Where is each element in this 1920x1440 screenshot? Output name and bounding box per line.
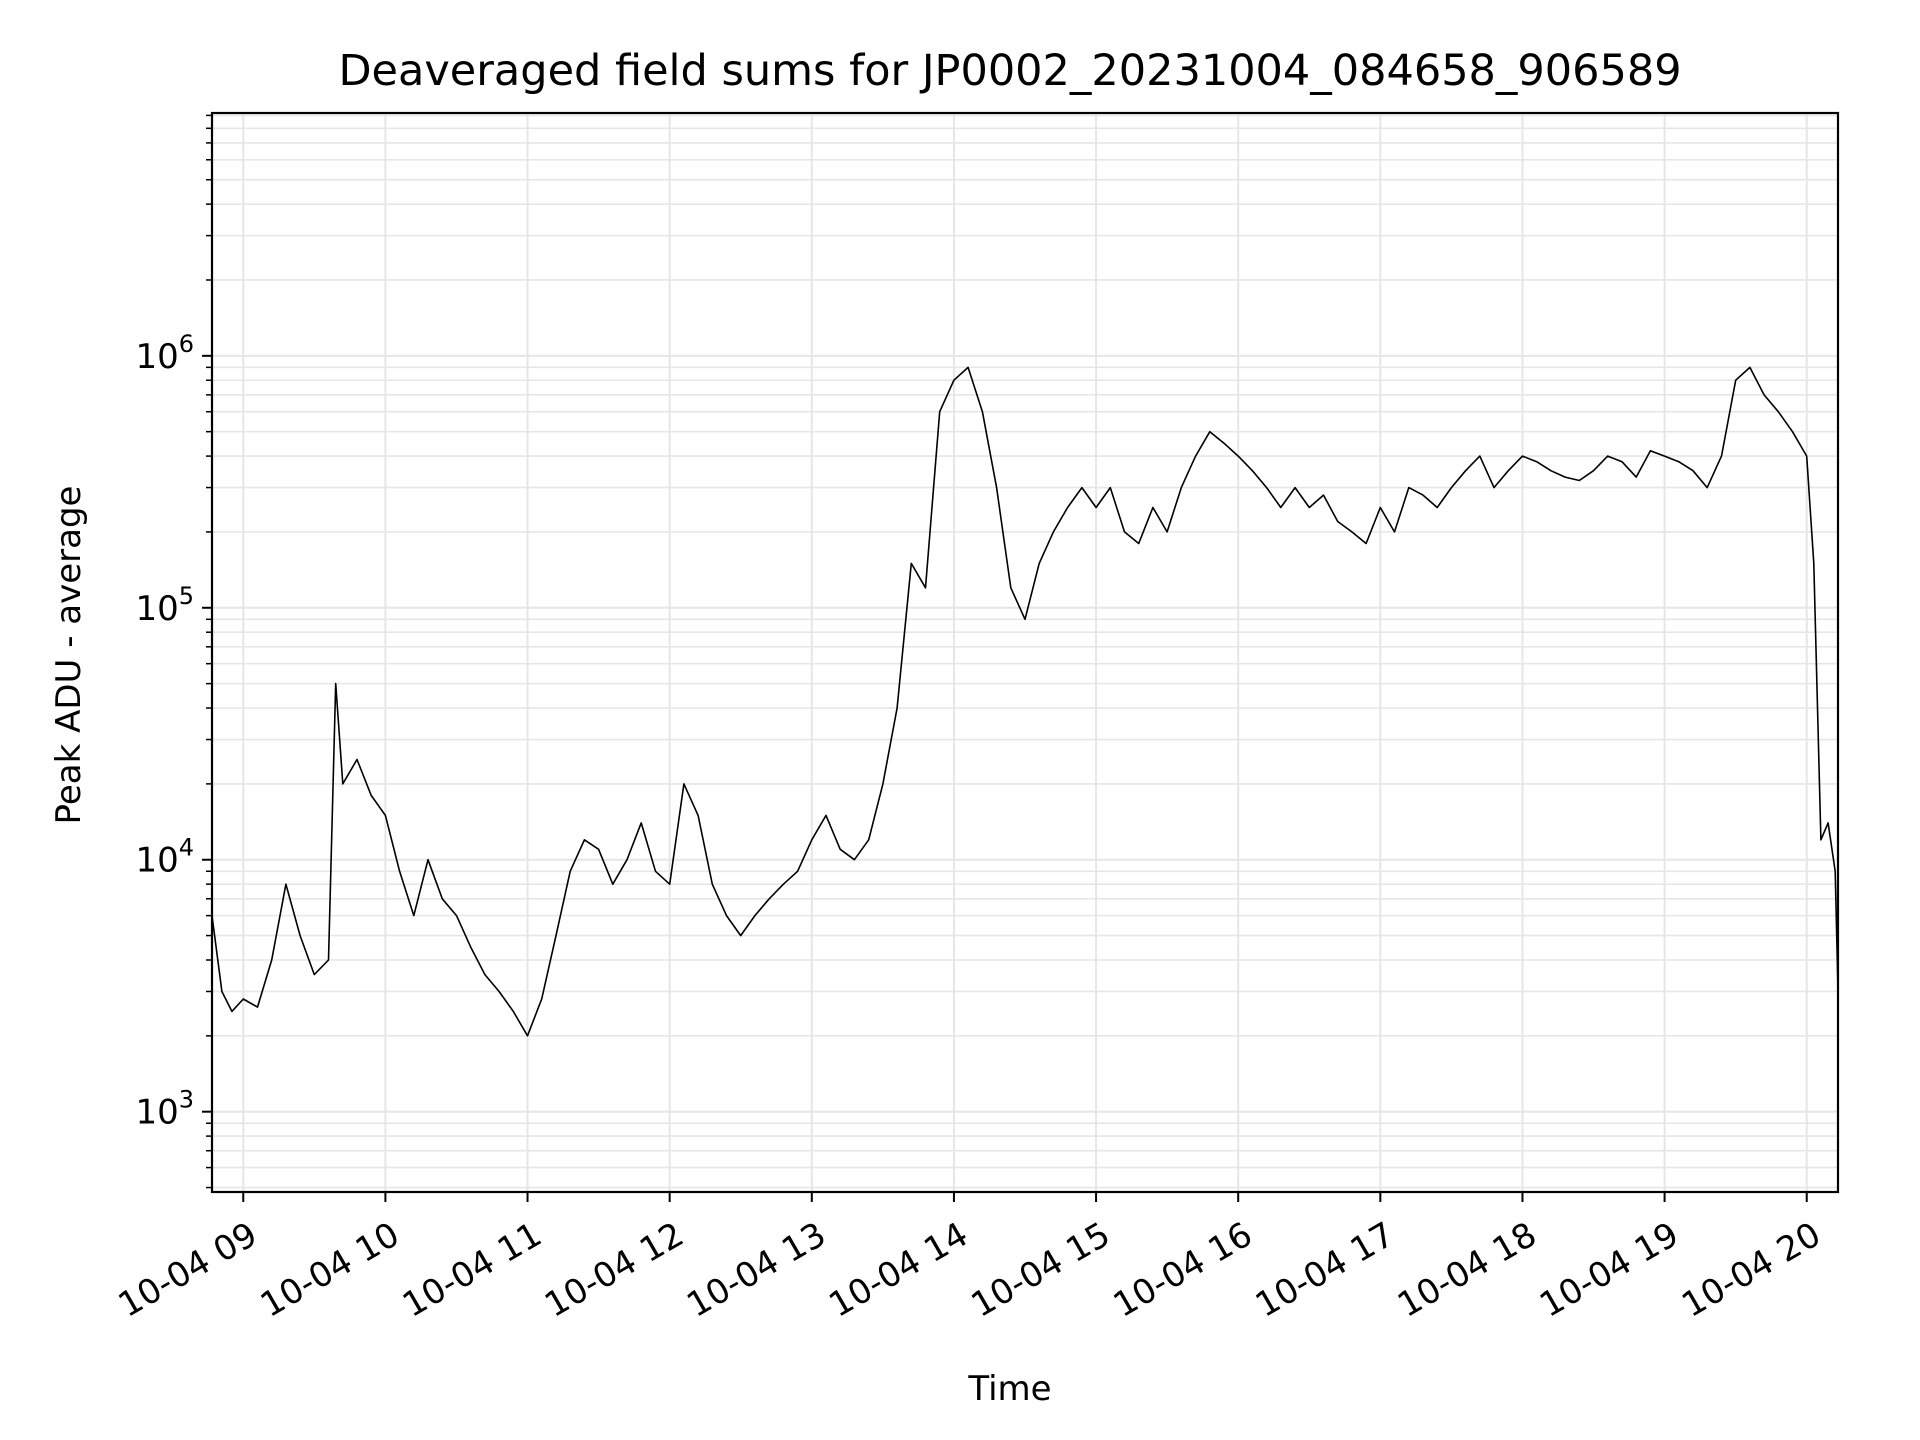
chart-title: Deaveraged field sums for JP0002_2023100…	[338, 46, 1681, 96]
y-tick-label: 103	[135, 1086, 194, 1133]
y-axis-label: Peak ADU - average	[49, 486, 89, 825]
y-tick-label: 104	[135, 834, 194, 881]
axes-frame	[210, 111, 1840, 1194]
series-line	[212, 366, 1838, 1037]
plot-area	[212, 366, 1838, 1037]
y-tick-label: 105	[135, 582, 194, 629]
grid	[212, 113, 1838, 1192]
y-tick-label: 106	[135, 330, 194, 377]
x-axis-label: Time	[967, 1369, 1051, 1409]
